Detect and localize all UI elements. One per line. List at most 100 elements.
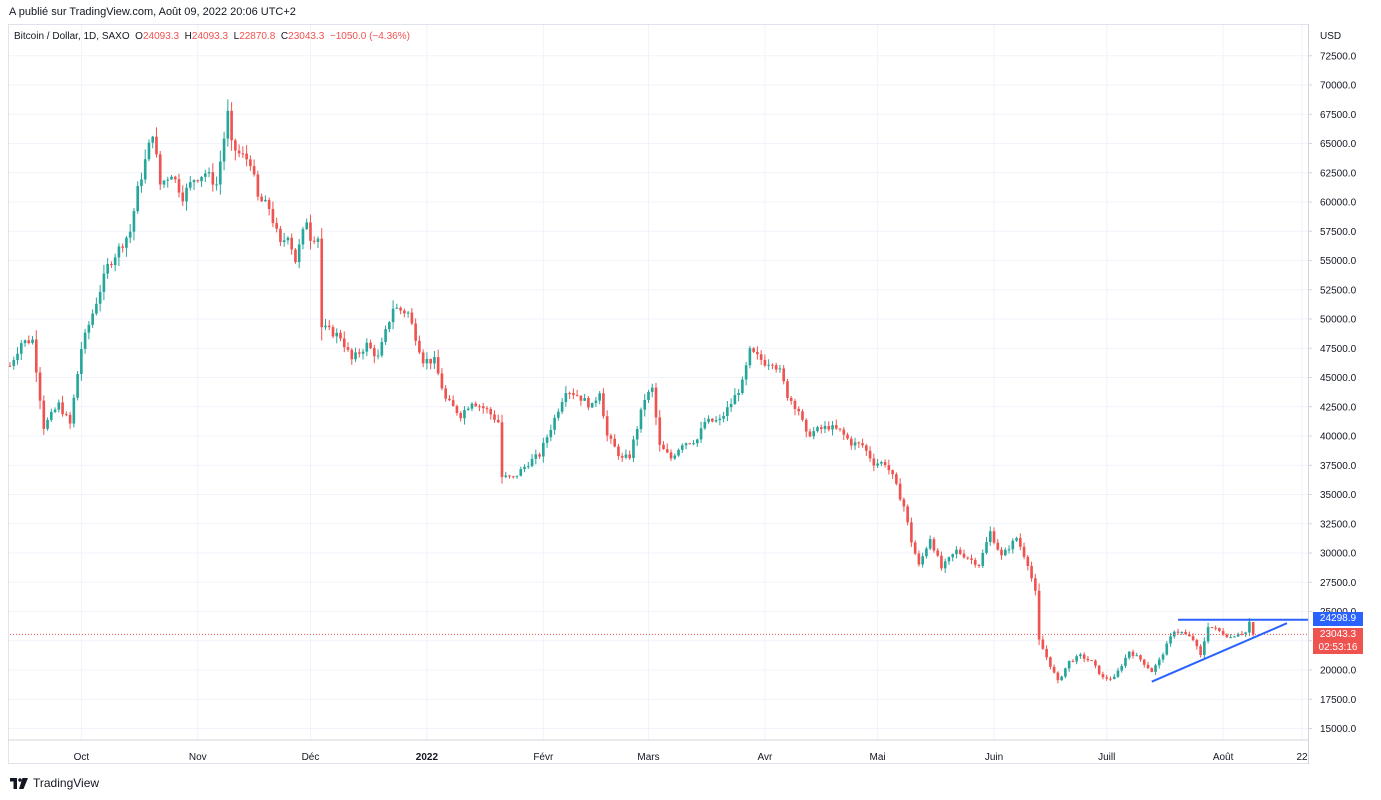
candle-body [354,352,357,360]
candle-body [823,425,827,429]
candle-body [572,393,575,396]
candle-body [429,358,432,364]
candle-body [587,398,590,408]
candle-body [1041,639,1045,649]
tradingview-footer[interactable]: TradingView [10,776,99,790]
candle-body [632,439,635,459]
candle-body [849,438,853,446]
candle-body [511,476,515,478]
candle-body [1090,660,1093,662]
candle-body [1251,622,1255,635]
candle-body [752,348,755,352]
y-tick-label: 70000.0 [1320,81,1357,92]
y-tick-label: 50000.0 [1320,315,1357,326]
candle-body [162,180,166,185]
candle-body [737,393,740,396]
last-price-tag: 23043.3 02:53:16 [1313,628,1363,654]
candle-body [1094,660,1097,666]
candle-body [549,429,553,438]
candle-body [680,445,684,450]
candle-body [459,413,463,419]
price-axis-border [1308,24,1309,764]
candle-body [252,166,256,175]
candle-body [557,411,560,418]
candle-body [763,359,767,366]
candle-body [1146,664,1150,669]
candle-body [226,110,230,139]
candle-body [1124,657,1127,667]
candle-body [677,449,680,456]
candle-body [1018,538,1022,547]
y-tick-label: 37500.0 [1320,461,1357,472]
candle-body [568,393,571,395]
candle-body [955,549,958,555]
candle-body [940,555,943,569]
candle-body [902,499,906,507]
candle-body [1112,676,1116,679]
candle-body [560,402,564,412]
candle-body [151,136,155,143]
candle-body [962,553,966,558]
candle-body [692,443,695,445]
candle-body [1105,677,1109,679]
candle-body [140,179,143,187]
candles [8,99,1255,684]
candle-body [395,307,399,309]
candle-body [155,136,158,155]
candle-body [789,397,793,401]
candle-body [76,373,79,398]
candle-body [192,180,196,183]
candle-body [23,340,27,344]
candle-body [1049,657,1052,667]
candle-body [188,182,192,188]
x-tick-label: Avr [758,752,773,763]
candle-body [913,542,917,554]
candle-body [1060,676,1063,681]
candle-body [857,442,861,444]
candle-body [294,249,297,263]
candle-body [414,323,417,341]
candle-body [1236,633,1240,637]
candle-body [143,159,147,180]
candle-body [1233,636,1236,638]
y-tick-label: 60000.0 [1320,198,1357,209]
candle-body [12,360,16,366]
candle-body [16,353,19,361]
candle-body [421,352,425,364]
candle-body [714,420,718,422]
chart-pane[interactable] [8,24,1308,764]
candle-body [1109,678,1112,680]
candle-body [357,352,361,354]
candle-body [1034,578,1037,591]
candle-body [496,419,500,423]
candle-body [774,365,778,370]
candle-body [1011,540,1015,550]
candle-body [372,348,376,357]
x-tick-label: Juin [985,752,1003,763]
legend-low-value: 22870.8 [239,31,276,42]
candle-body [703,421,707,429]
candle-body [827,425,831,430]
candle-body [887,465,891,471]
candle-body [741,379,744,394]
x-tick-label: Juill [1098,752,1115,763]
candle-body [380,341,384,356]
candle-body [722,416,725,419]
candle-body [842,429,846,435]
candle-body [553,417,556,430]
candle-body [534,454,538,459]
candle-body [264,199,267,202]
candle-body [1056,672,1060,681]
candle-body [831,425,834,430]
candle-body [1022,546,1026,557]
candle-body [575,395,579,397]
candle-body [624,454,628,458]
candle-body [1240,633,1244,635]
candle-body [707,418,710,422]
candle-body [65,414,68,416]
candle-body [444,388,447,399]
candle-body [177,179,181,193]
resistance-price-tag: 24298.9 [1313,612,1363,626]
candle-body [433,357,436,364]
